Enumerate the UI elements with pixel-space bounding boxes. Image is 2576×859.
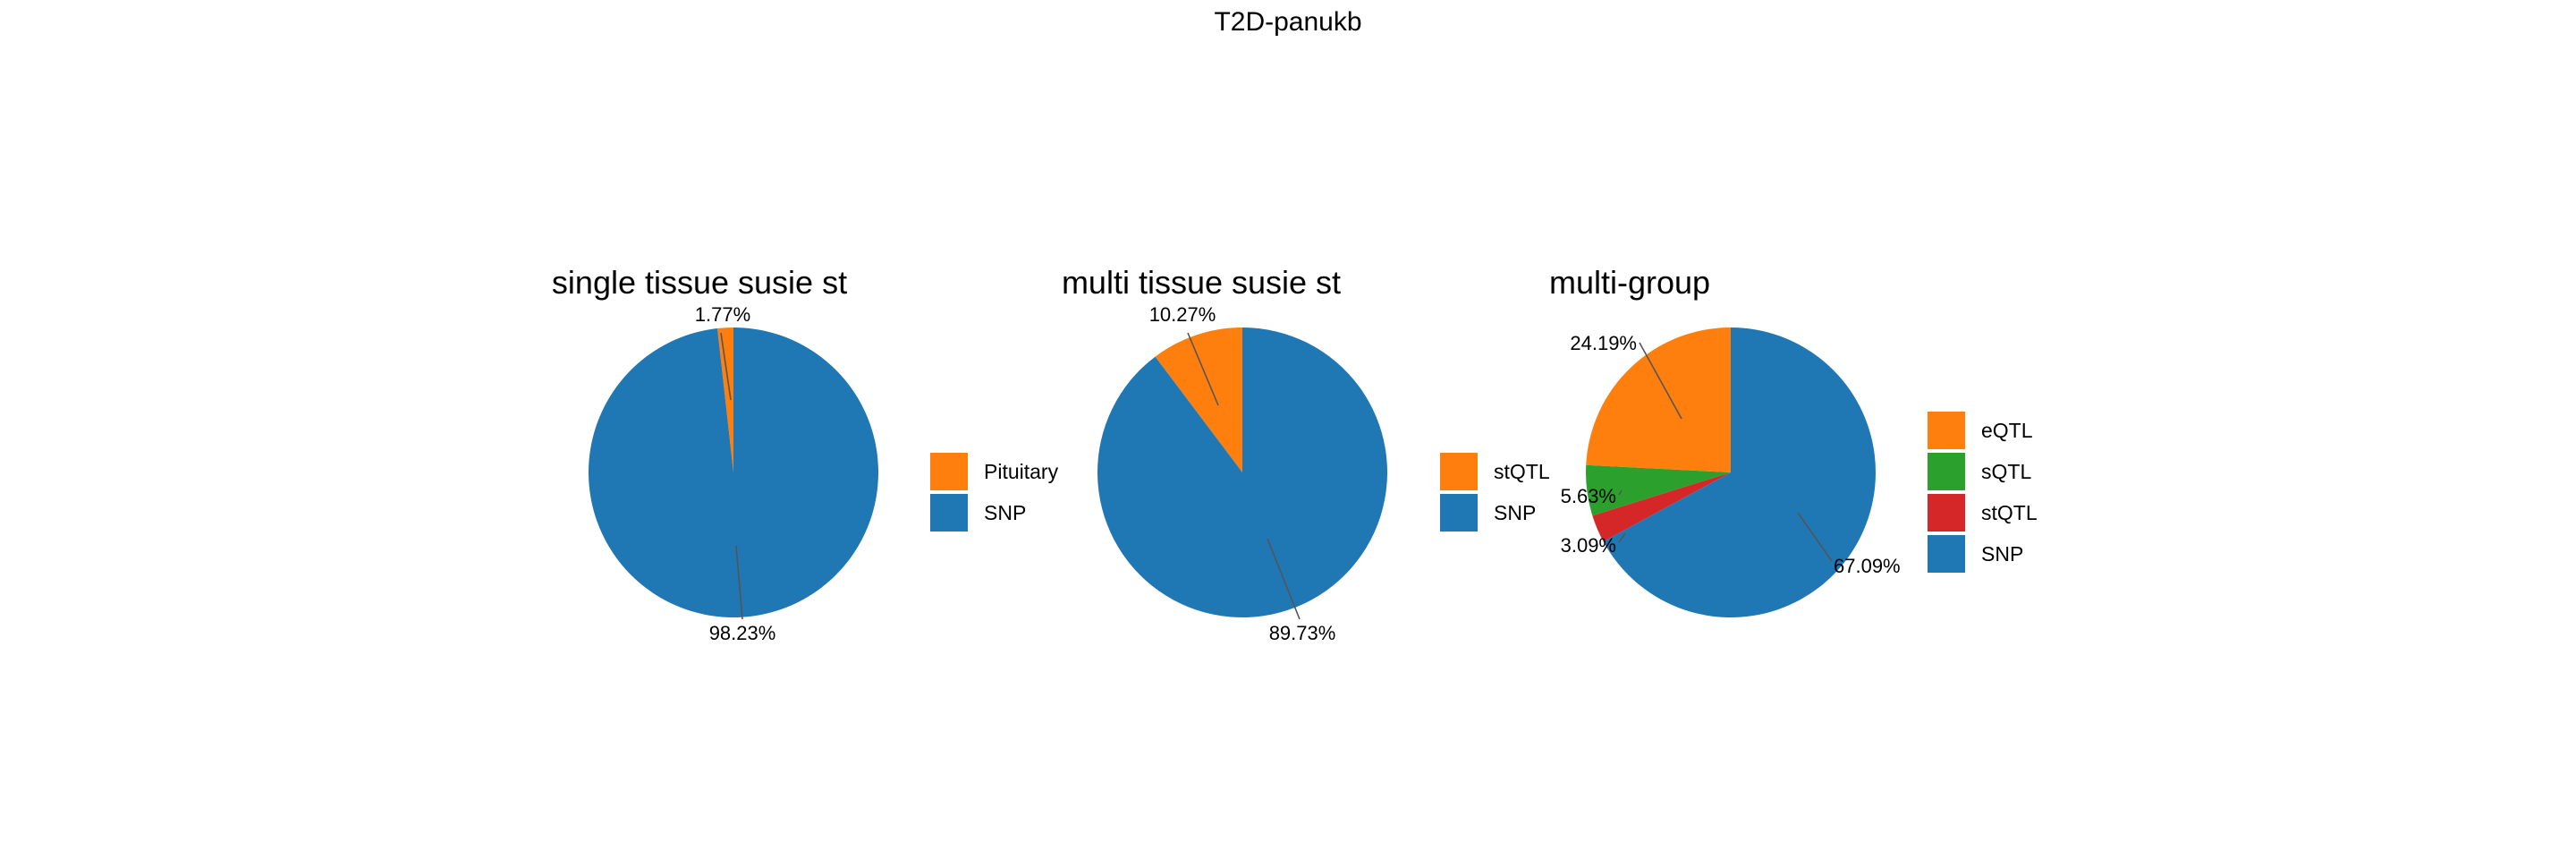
leader-line — [720, 332, 732, 401]
panel-title: multi-group — [1549, 264, 1710, 301]
pie-slices — [589, 327, 879, 617]
percent-label-pituitary: 1.77% — [695, 303, 750, 326]
percent-label-snp: 67.09% — [1834, 555, 1901, 577]
pie-panels: single tissue susie st1.77% 98.23% Pituita… — [552, 264, 2038, 644]
panel-title: single tissue susie st — [552, 264, 847, 301]
legend-label-eqtl: eQTL — [1981, 419, 2033, 442]
leader-line — [1618, 532, 1626, 543]
figure-title: T2D-panukb — [1214, 7, 1361, 37]
pie-slice-sqtl — [1585, 464, 1731, 516]
legend-swatch-snp — [1928, 535, 1965, 573]
legend-swatch-pituitary — [930, 453, 968, 490]
pie-slice-pituitary — [717, 327, 733, 472]
percent-label-snp: 89.73% — [1269, 622, 1336, 644]
leader-line — [1618, 489, 1623, 496]
legend-swatch-stqtl — [1440, 453, 1478, 490]
pie-slice-snp — [589, 327, 879, 617]
panel-title: multi tissue susie st — [1062, 264, 1341, 301]
leader-line — [735, 545, 743, 620]
legend: eQTL sQTL stQTL SNP — [1928, 412, 2038, 573]
pie-slices — [1585, 327, 1876, 617]
pie-slice-eqtl — [1586, 327, 1731, 472]
legend: stQTL SNP — [1440, 453, 1550, 532]
legend-label-pituitary: Pituitary — [984, 460, 1059, 483]
pie-slice-stqtl — [1592, 472, 1731, 542]
legend-swatch-stqtl — [1928, 494, 1965, 532]
pie-panel-1: single tissue susie st1.77% 98.23% Pituita… — [552, 264, 1059, 644]
pie-slices — [1097, 327, 1387, 617]
pie-panel-3: multi-group 24.19% 5.63% 3.09% 67.09% eQTL sQT… — [1549, 264, 2038, 617]
legend-label-snp: SNP — [984, 501, 1026, 524]
leader-line — [1639, 342, 1682, 420]
legend: Pituitary SNP — [930, 453, 1059, 532]
pie-slice-snp — [1603, 327, 1876, 617]
legend-label-snp: SNP — [1981, 542, 2023, 566]
legend-swatch-eqtl — [1928, 412, 1965, 449]
percent-label-stqtl: 3.09% — [1561, 534, 1616, 557]
percent-label-stqtl: 10.27% — [1149, 303, 1216, 326]
leader-line — [1187, 332, 1219, 406]
legend-swatch-sqtl — [1928, 453, 1965, 490]
legend-swatch-snp — [930, 494, 968, 532]
percent-label-snp: 98.23% — [709, 622, 776, 644]
leader-line — [1797, 512, 1833, 562]
pie-slice-stqtl — [1155, 327, 1242, 472]
legend-swatch-snp — [1440, 494, 1478, 532]
legend-label-sqtl: sQTL — [1981, 460, 2031, 483]
legend-label-stqtl: stQTL — [1494, 460, 1550, 483]
legend-label-snp: SNP — [1494, 501, 1536, 524]
percent-label-sqtl: 5.63% — [1561, 485, 1616, 507]
leader-line — [1267, 538, 1301, 620]
percent-label-eqtl: 24.19% — [1570, 332, 1637, 354]
pie-slice-snp — [1097, 327, 1387, 617]
legend-label-stqtl: stQTL — [1981, 501, 2038, 524]
